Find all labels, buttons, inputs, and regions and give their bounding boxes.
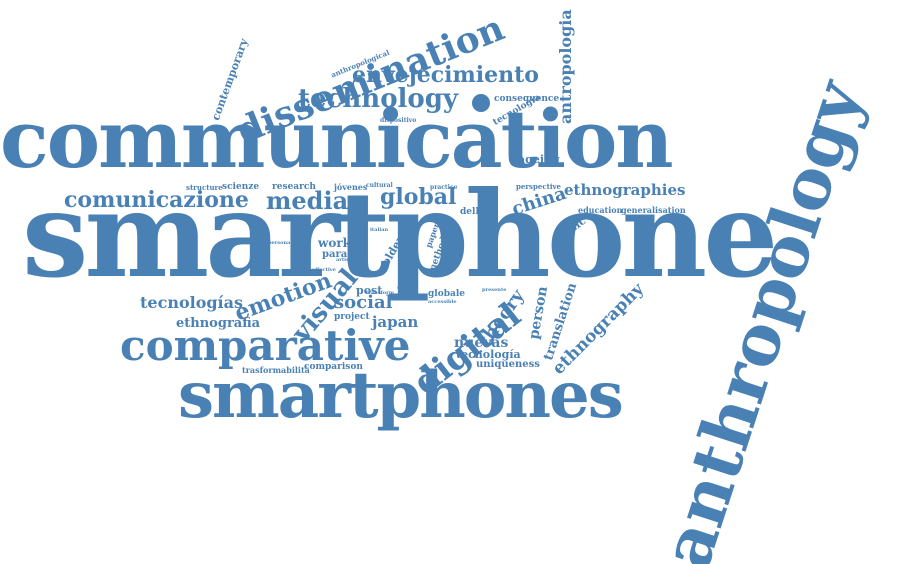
cloud-word: post bbox=[356, 284, 383, 297]
cloud-word: consequence bbox=[494, 94, 560, 104]
cloud-word: article bbox=[336, 257, 355, 263]
cloud-word: globale bbox=[428, 289, 465, 299]
cloud-word: affective bbox=[312, 267, 336, 273]
cloud-word: scienze bbox=[222, 182, 260, 192]
cloud-word: uniqueness bbox=[476, 359, 540, 370]
cloud-word: antropologia bbox=[556, 9, 575, 124]
cloud-word: ethnographies bbox=[564, 181, 686, 199]
cloud-word: japan bbox=[372, 313, 419, 331]
cloud-word: della bbox=[460, 207, 485, 217]
cloud-word: perspective bbox=[516, 182, 562, 191]
cloud-word: generalisation bbox=[621, 205, 686, 215]
cloud-word: global bbox=[380, 184, 457, 210]
cloud-word: trasformabilità bbox=[242, 365, 310, 375]
cloud-word: para bbox=[322, 249, 348, 260]
cloud-word: technology bbox=[298, 84, 459, 114]
cloud-word: practice bbox=[430, 184, 458, 191]
cloud-word: smartphones bbox=[178, 358, 624, 433]
dot-mark bbox=[472, 94, 490, 112]
cloud-word: nuevas bbox=[454, 335, 509, 351]
cloud-word: tecnologías bbox=[140, 293, 244, 312]
cloud-word: envejecimiento bbox=[352, 62, 539, 88]
cloud-word: transform bbox=[366, 290, 395, 296]
cloud-word: ageing bbox=[518, 153, 560, 166]
cloud-word: tecnología bbox=[456, 348, 521, 361]
cloud-word: comparison bbox=[304, 362, 363, 372]
cloud-word: presente bbox=[482, 287, 507, 293]
cloud-word: project bbox=[334, 312, 370, 322]
cloud-word: dispositivo bbox=[380, 117, 417, 124]
cloud-word: anthropology bbox=[646, 71, 879, 564]
cloud-word: cultural bbox=[366, 182, 393, 189]
cloud-word: structure bbox=[186, 183, 223, 192]
cloud-word: communication bbox=[0, 92, 673, 186]
cloud-word: jóvenes bbox=[334, 182, 368, 192]
cloud-word: media bbox=[266, 186, 349, 215]
cloud-word: accessible bbox=[428, 299, 457, 305]
cloud-word: smartphone bbox=[22, 165, 778, 304]
cloud-word: comunicazione bbox=[64, 187, 249, 213]
cloud-word: studies bbox=[404, 296, 425, 302]
cloud-word: ethnografia bbox=[176, 316, 261, 331]
cloud-word: personal bbox=[268, 240, 293, 246]
cloud-word: comparative bbox=[120, 321, 411, 370]
cloud-word: research bbox=[272, 182, 316, 192]
cloud-word: work bbox=[318, 236, 351, 250]
cloud-word: education bbox=[578, 205, 623, 215]
cloud-word: italian bbox=[370, 227, 389, 233]
cloud-word: social bbox=[334, 292, 393, 313]
